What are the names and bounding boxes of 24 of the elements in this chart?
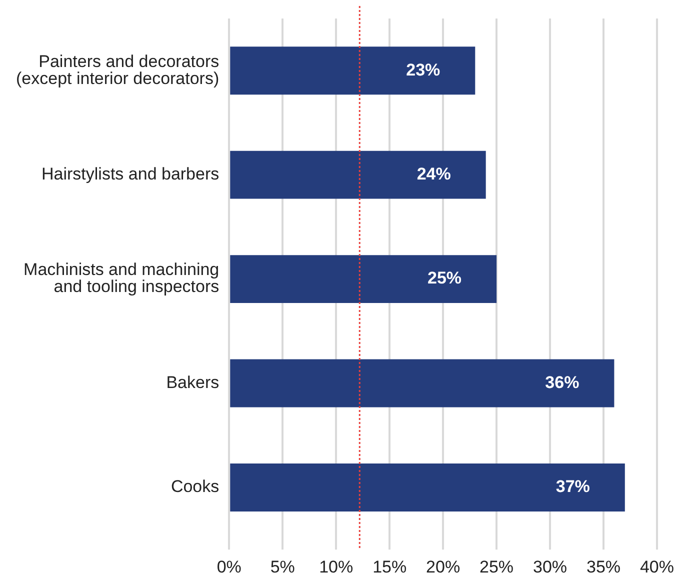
- x-tick-label: 5%: [270, 557, 295, 576]
- x-tick-label: 35%: [586, 557, 621, 576]
- x-tick-label: 30%: [533, 557, 568, 576]
- y-tick-label: Machinists and machining and tooling inspectors: [24, 260, 220, 296]
- x-tick-label: 15%: [372, 557, 407, 576]
- x-tick-label: 25%: [480, 557, 514, 576]
- data-label: 24%: [416, 164, 451, 184]
- bar: [230, 46, 476, 95]
- x-tick-label: 20%: [426, 557, 460, 576]
- x-tick-label: 0%: [216, 557, 242, 576]
- x-tick-label: 40%: [640, 557, 674, 576]
- bar: [230, 150, 486, 199]
- y-tick-label: Hairstylists and barbers: [42, 164, 220, 184]
- data-label: 23%: [406, 60, 440, 80]
- x-tick-label: 10%: [319, 557, 354, 576]
- bar: [230, 255, 497, 304]
- data-label: 25%: [428, 268, 462, 288]
- data-label: 37%: [556, 477, 590, 496]
- y-tick-label: Bakers: [166, 372, 220, 392]
- bar: [230, 359, 614, 408]
- y-tick-label: Cooks: [170, 477, 220, 496]
- y-tick-label: Painters and decorators (except interior decorators): [16, 52, 220, 88]
- bar: [230, 464, 625, 512]
- data-label: 36%: [545, 372, 580, 392]
